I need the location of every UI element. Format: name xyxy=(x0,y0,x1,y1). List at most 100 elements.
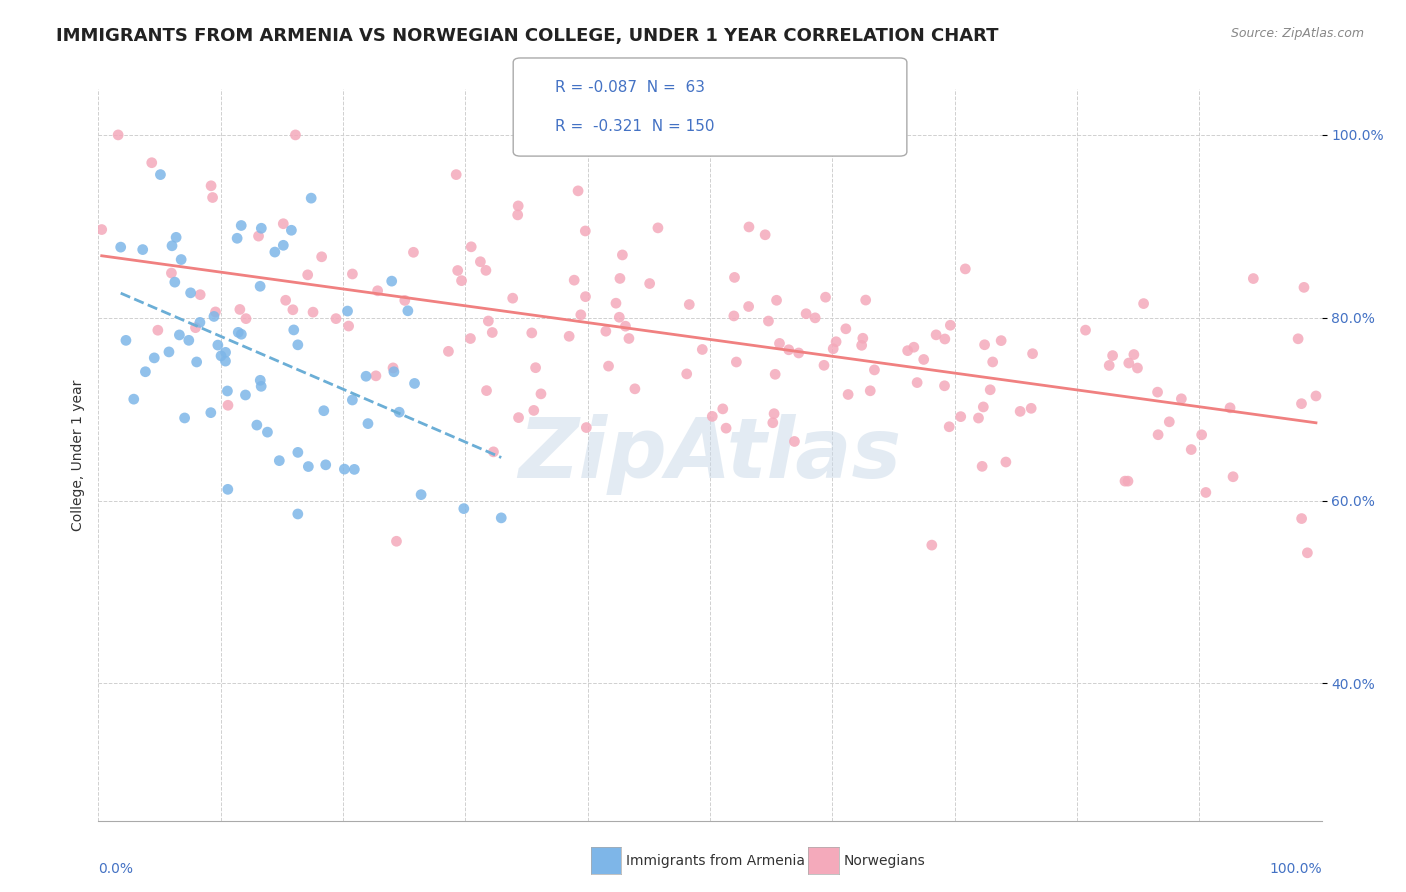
Point xyxy=(173,411,195,425)
Point xyxy=(598,359,620,373)
Point xyxy=(280,223,302,237)
Point xyxy=(143,351,166,365)
Point xyxy=(520,326,543,340)
Point xyxy=(204,305,226,319)
Point xyxy=(287,445,309,459)
Point xyxy=(271,217,294,231)
Point xyxy=(925,327,948,342)
Point xyxy=(160,266,183,280)
Point xyxy=(343,462,366,476)
Point xyxy=(247,229,270,244)
Point xyxy=(491,511,513,525)
Point xyxy=(574,224,596,238)
Point xyxy=(814,290,837,304)
Point xyxy=(311,250,333,264)
Point xyxy=(134,365,156,379)
Point xyxy=(1116,474,1139,488)
Point xyxy=(955,261,977,276)
Point xyxy=(274,293,297,308)
Point xyxy=(246,418,269,433)
Point xyxy=(201,190,224,204)
Point xyxy=(287,338,309,352)
Point xyxy=(768,336,790,351)
Point xyxy=(575,420,598,434)
Point xyxy=(302,305,325,319)
Point xyxy=(200,178,222,193)
Point xyxy=(835,322,858,336)
Point xyxy=(737,300,759,314)
Point xyxy=(609,271,631,285)
Point xyxy=(475,384,498,398)
Text: R =  -0.321  N = 150: R = -0.321 N = 150 xyxy=(555,120,714,134)
Point xyxy=(165,230,187,244)
Point xyxy=(287,507,309,521)
Point xyxy=(1147,427,1170,442)
Point xyxy=(180,285,202,300)
Point xyxy=(502,291,524,305)
Point xyxy=(250,221,273,235)
Point xyxy=(460,240,482,254)
Point xyxy=(184,320,207,334)
Point xyxy=(297,459,319,474)
Point xyxy=(612,248,634,262)
Point xyxy=(905,376,928,390)
Point xyxy=(1292,280,1315,294)
Point xyxy=(1146,385,1168,400)
Point xyxy=(1010,404,1032,418)
Point xyxy=(394,293,416,308)
Point xyxy=(607,310,630,325)
Point xyxy=(367,284,389,298)
Point xyxy=(110,240,132,254)
Y-axis label: College, Under 1 year: College, Under 1 year xyxy=(70,379,84,531)
Point xyxy=(235,388,257,402)
Point xyxy=(506,208,529,222)
Point xyxy=(938,419,960,434)
Point xyxy=(188,315,211,329)
Point xyxy=(967,411,990,425)
Point xyxy=(470,254,492,268)
Point xyxy=(229,302,252,317)
Point xyxy=(411,488,433,502)
Point xyxy=(1180,442,1202,457)
Point xyxy=(723,309,745,323)
Text: IMMIGRANTS FROM ARMENIA VS NORWEGIAN COLLEGE, UNDER 1 YEAR CORRELATION CHART: IMMIGRANTS FROM ARMENIA VS NORWEGIAN COL… xyxy=(56,27,998,45)
Point xyxy=(605,296,627,310)
Point xyxy=(754,227,776,242)
Point xyxy=(231,327,253,342)
Point xyxy=(382,360,405,375)
Text: 0.0%: 0.0% xyxy=(98,862,134,876)
Point xyxy=(447,263,470,277)
Point xyxy=(508,199,530,213)
Point xyxy=(624,382,647,396)
Point xyxy=(226,326,249,340)
Point xyxy=(337,319,360,334)
Point xyxy=(794,307,817,321)
Point xyxy=(131,243,153,257)
Point xyxy=(859,384,882,398)
Point xyxy=(149,168,172,182)
Point xyxy=(1122,347,1144,361)
Point xyxy=(297,268,319,282)
Point xyxy=(388,405,411,419)
Point xyxy=(146,323,169,337)
Point xyxy=(90,222,112,236)
Text: Immigrants from Armenia: Immigrants from Armenia xyxy=(626,854,804,868)
Point xyxy=(508,410,530,425)
Point xyxy=(202,310,225,324)
Point xyxy=(921,538,943,552)
Point xyxy=(249,279,271,293)
Point xyxy=(678,297,700,311)
Point xyxy=(723,270,745,285)
Point xyxy=(758,314,780,328)
Point xyxy=(725,355,748,369)
Point xyxy=(385,534,408,549)
Point xyxy=(855,293,877,307)
Point xyxy=(333,462,356,476)
Point xyxy=(763,407,786,421)
Point xyxy=(981,355,1004,369)
Point xyxy=(972,400,994,414)
Point xyxy=(787,346,810,360)
Point xyxy=(1291,397,1313,411)
Point xyxy=(990,334,1012,348)
Point xyxy=(763,368,786,382)
